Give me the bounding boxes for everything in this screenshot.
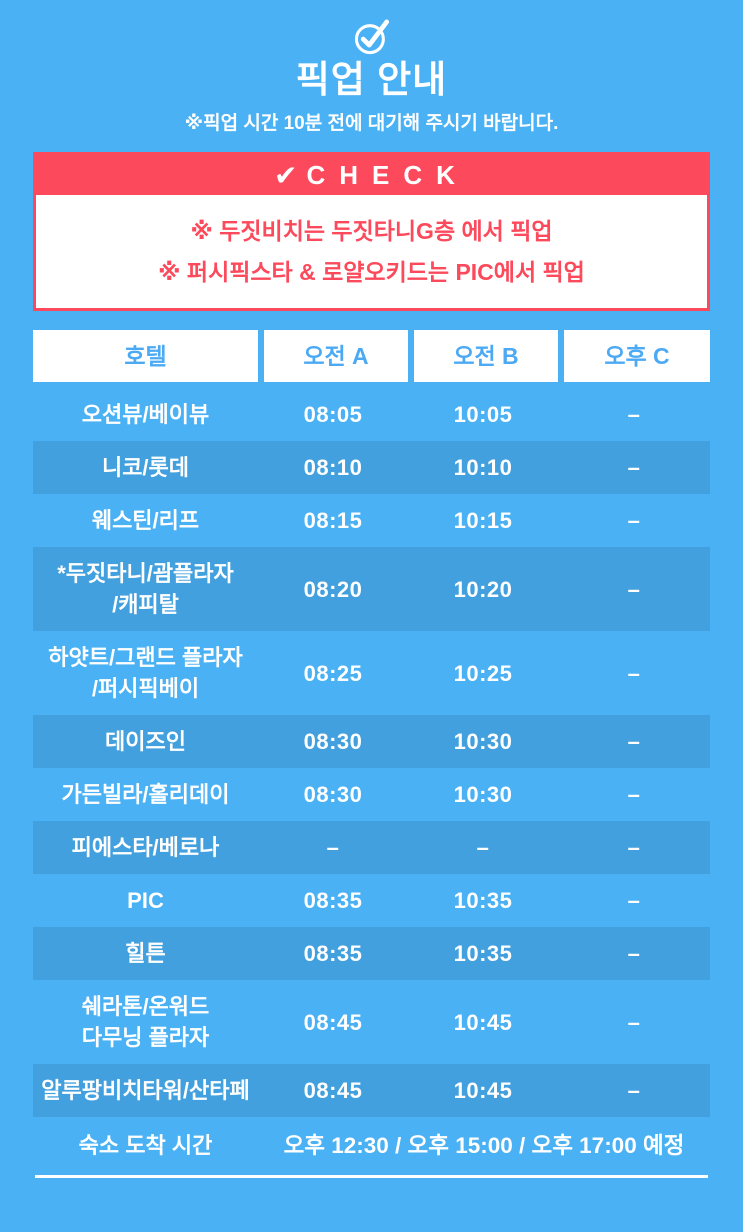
pickup-schedule-table: 호텔 오전 A 오전 B 오후 C 오션뷰/베이뷰 08:05 10:05 – 니코/롯데 08…	[33, 330, 710, 1170]
column-header: 호텔	[33, 330, 258, 382]
table-row: 하얏트/그랜드 플라자 /퍼시픽베이 08:25 10:25 –	[33, 631, 710, 715]
table-row: 알루팡비치타워/산타페 08:45 10:45 –	[33, 1064, 710, 1117]
hotel-name: 가든빌라/홀리데이	[61, 782, 230, 807]
pickup-time: 10:25	[453, 660, 513, 686]
hotel-name: 힐튼	[125, 941, 166, 966]
page-title: 픽업 안내	[295, 59, 448, 100]
pickup-time: 08:30	[303, 782, 363, 807]
pickup-time: 08:45	[303, 1078, 363, 1103]
hotel-name: 쉐라톤/온워드 다무닝 플라자	[81, 994, 210, 1050]
pickup-time: 08:30	[303, 729, 363, 754]
table-row: 니코/롯데 08:10 10:10 –	[33, 441, 710, 494]
table-row: PIC 08:35 10:35 –	[33, 874, 710, 927]
table-header: 호텔 오전 A 오전 B 오후 C	[33, 330, 710, 382]
pickup-time: 10:05	[453, 402, 513, 427]
pickup-time: –	[627, 782, 641, 807]
pickup-time: 10:20	[453, 576, 513, 602]
check-circle-icon	[354, 19, 389, 55]
check-box-header: ✔ CHECK	[36, 155, 707, 195]
arrival-time-label: 숙소 도착 시간	[78, 1132, 213, 1158]
table-row: 웨스틴/리프 08:15 10:15 –	[33, 494, 710, 547]
hotel-name: 하얏트/그랜드 플라자 /퍼시픽베이	[48, 645, 243, 701]
pickup-time: 10:10	[453, 455, 513, 480]
pickup-time: –	[627, 941, 641, 966]
hotel-name: *두짓타니/괌플라자 /캐피탈	[57, 561, 234, 617]
pickup-time: 10:30	[453, 782, 513, 807]
table-row: 오션뷰/베이뷰 08:05 10:05 –	[33, 388, 710, 441]
check-notice-box: ✔ CHECK ※ 두짓비치는 두짓타니G층 에서 픽업 ※ 퍼시픽스타 & 로얄…	[33, 152, 710, 311]
hotel-name: PIC	[127, 888, 164, 913]
pickup-time: 08:35	[303, 888, 363, 913]
pickup-time: –	[627, 402, 641, 427]
pickup-time: –	[627, 729, 641, 754]
pickup-time: 08:05	[303, 402, 363, 427]
table-body: 오션뷰/베이뷰 08:05 10:05– 니코/롯데 08:10 10:10– 웨스틴/리프…	[33, 388, 710, 1117]
hotel-name: 데이즈인	[105, 729, 186, 754]
arrival-time-row: 숙소 도착 시간 오후 12:30 / 오후 15:00 / 오후 17:00 …	[33, 1117, 710, 1170]
pickup-time: –	[627, 1078, 641, 1103]
pickup-time: 08:15	[303, 508, 363, 533]
hotel-name: 니코/롯데	[101, 455, 190, 480]
hotel-name: 알루팡비치타워/산타페	[41, 1078, 250, 1103]
checkmark-icon: ✔	[274, 160, 298, 191]
check-box-title: CHECK	[306, 160, 469, 190]
pickup-time: 10:35	[453, 888, 513, 913]
table-row: 데이즈인 08:30 10:30 –	[33, 715, 710, 768]
pickup-time: 10:35	[453, 941, 513, 966]
column-header: 오전 B	[414, 330, 558, 382]
pickup-time: 10:15	[453, 508, 513, 533]
pickup-time: 10:30	[453, 729, 513, 754]
pickup-time: –	[627, 660, 641, 686]
pickup-time: –	[627, 888, 641, 913]
pickup-time: 10:45	[453, 1009, 513, 1035]
pickup-time: 10:45	[453, 1078, 513, 1103]
arrival-time-value: 오후 12:30 / 오후 15:00 / 오후 17:00 예정	[283, 1132, 685, 1158]
table-row: 쉐라톤/온워드 다무닝 플라자 08:45 10:45 –	[33, 980, 710, 1064]
pickup-time: –	[627, 508, 641, 533]
page-subtitle: ※픽업 시간 10분 전에 대기해 주시기 바랍니다.	[184, 113, 559, 134]
pickup-time: –	[326, 835, 340, 860]
pickup-time: –	[627, 835, 641, 860]
pickup-time: 08:35	[303, 941, 363, 966]
column-header: 오전 A	[264, 330, 408, 382]
hotel-name: 피에스타/베로나	[71, 835, 220, 860]
pickup-time: –	[627, 576, 641, 602]
hotel-name: 웨스틴/리프	[91, 508, 200, 533]
check-note: ※ 퍼시픽스타 & 로얄오키드는 PIC에서 픽업	[158, 259, 585, 285]
pickup-time: –	[627, 1009, 641, 1035]
table-row: 피에스타/베로나 – – –	[33, 821, 710, 874]
pickup-time: 08:20	[303, 576, 363, 602]
column-header: 오후 C	[564, 330, 710, 382]
pickup-time: 08:45	[303, 1009, 363, 1035]
pickup-time: 08:10	[303, 455, 363, 480]
page-header: 픽업 안내 ※픽업 시간 10분 전에 대기해 주시기 바랍니다.	[0, 0, 743, 135]
bottom-divider	[35, 1175, 708, 1178]
pickup-time: –	[627, 455, 641, 480]
hotel-name: 오션뷰/베이뷰	[81, 402, 210, 427]
table-row: 힐튼 08:35 10:35 –	[33, 927, 710, 980]
table-row: 가든빌라/홀리데이 08:30 10:30 –	[33, 768, 710, 821]
check-box-body: ※ 두짓비치는 두짓타니G층 에서 픽업 ※ 퍼시픽스타 & 로얄오키드는 PI…	[36, 195, 707, 308]
pickup-time: 08:25	[303, 660, 363, 686]
check-note: ※ 두짓비치는 두짓타니G층 에서 픽업	[190, 218, 553, 244]
pickup-time: –	[476, 835, 490, 860]
table-row: *두짓타니/괌플라자 /캐피탈 08:20 10:20 –	[33, 547, 710, 631]
